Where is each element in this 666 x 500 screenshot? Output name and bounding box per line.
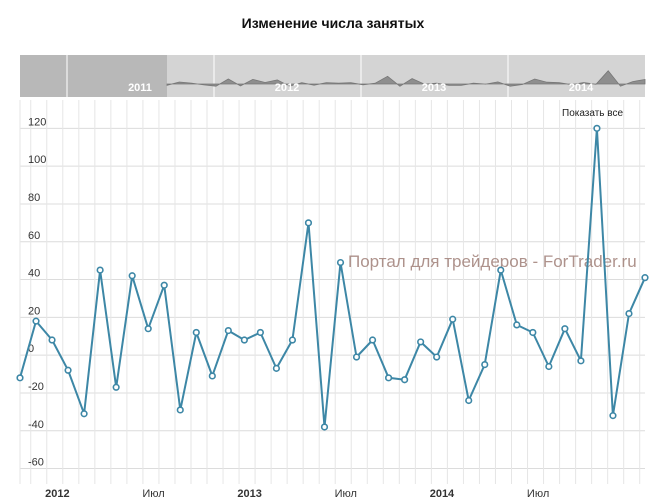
data-point[interactable] [208, 372, 216, 380]
data-point[interactable] [593, 124, 601, 132]
y-tick-label: 80 [28, 192, 40, 204]
x-tick-label: 2014 [430, 488, 455, 500]
data-point[interactable] [16, 374, 24, 382]
data-point[interactable] [529, 328, 537, 337]
data-point[interactable] [433, 353, 441, 361]
x-tick-label: Июл [142, 488, 164, 500]
data-point[interactable] [240, 336, 248, 344]
data-point[interactable] [481, 361, 489, 369]
data-point[interactable] [160, 281, 168, 289]
series-line [19, 127, 646, 428]
data-point[interactable] [449, 315, 457, 323]
data-point[interactable] [401, 376, 409, 384]
data-point[interactable] [96, 266, 104, 274]
y-tick-label: 0 [28, 343, 34, 355]
data-point[interactable] [272, 364, 281, 372]
data-point[interactable] [465, 396, 473, 405]
data-point[interactable] [320, 423, 329, 431]
y-tick-label: -40 [28, 419, 44, 431]
data-point[interactable] [384, 374, 393, 382]
y-tick-label: 100 [28, 154, 46, 166]
y-tick-label: 20 [28, 305, 40, 317]
navigator-year-label: 2012 [275, 82, 299, 94]
y-tick-label: 60 [28, 230, 40, 242]
data-point[interactable] [417, 338, 425, 346]
navigator-year-label: 2013 [422, 82, 446, 94]
data-point[interactable] [352, 353, 361, 361]
data-point[interactable] [128, 272, 136, 280]
watermark: Портал для трейдеров - ForTrader.ru [348, 252, 637, 271]
data-point[interactable] [48, 336, 56, 344]
data-point[interactable] [144, 325, 152, 333]
x-tick-label: Июл [527, 488, 549, 500]
data-point[interactable] [641, 274, 649, 282]
chart-title: Изменение числа занятых [242, 15, 425, 31]
data-point[interactable] [304, 219, 313, 227]
y-tick-label: 120 [28, 116, 46, 128]
data-point[interactable] [545, 362, 553, 371]
data-point[interactable] [112, 383, 120, 391]
x-tick-label: 2013 [237, 488, 261, 500]
navigator-series-area [166, 70, 646, 87]
y-tick-label: -20 [28, 381, 44, 393]
data-point[interactable] [497, 266, 505, 274]
x-tick-label: 2012 [45, 488, 69, 500]
data-point[interactable] [561, 325, 569, 333]
y-tick-label: -60 [28, 457, 44, 469]
navigator-year-label: 2011 [128, 82, 152, 94]
data-point[interactable] [64, 366, 72, 374]
data-point[interactable] [625, 309, 633, 318]
data-point[interactable] [288, 336, 297, 344]
data-point[interactable] [368, 336, 377, 344]
data-point[interactable] [224, 326, 232, 335]
data-point[interactable] [80, 410, 88, 418]
data-point[interactable] [513, 321, 521, 329]
show-all-button[interactable]: Показать все [562, 108, 623, 119]
data-point[interactable] [577, 357, 585, 365]
y-tick-label: 40 [28, 268, 40, 280]
data-point[interactable] [32, 317, 40, 325]
navigator-mask[interactable] [20, 55, 167, 97]
data-point[interactable] [609, 412, 617, 420]
range-navigator[interactable]: 2011 2012 2013 2014 [20, 55, 646, 97]
data-point[interactable] [336, 258, 345, 267]
data-point[interactable] [176, 406, 184, 414]
data-point[interactable] [192, 328, 200, 337]
x-tick-label: Июл [335, 488, 357, 500]
navigator-year-label: 2014 [569, 82, 594, 94]
data-point[interactable] [256, 328, 264, 337]
